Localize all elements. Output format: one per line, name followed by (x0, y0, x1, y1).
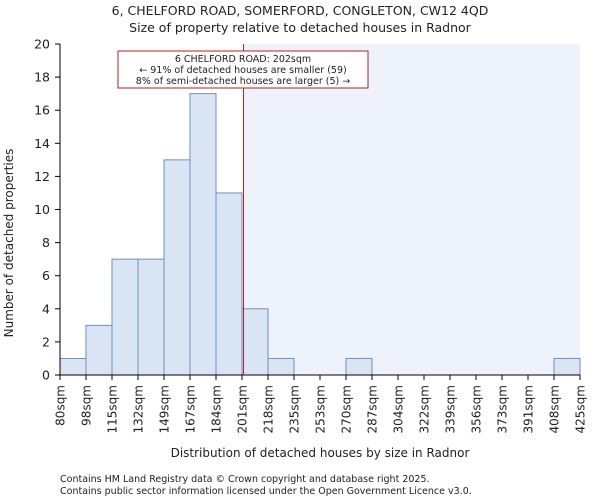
plot-area: 0 2 4 6 8 10 12 14 16 18 20 80sqm 98sqm 115sqm 132sqm 1… (34, 37, 587, 434)
histogram-bar (241, 308, 269, 376)
x-axis-label: Distribution of detached houses by size … (171, 446, 470, 460)
y-tick-label: 18 (34, 70, 50, 85)
x-tick-label: 339sqm (444, 385, 458, 433)
annotation-line-1: 6 CHELFORD ROAD: 202sqm (175, 54, 311, 65)
x-tick-label: 391sqm (522, 385, 536, 433)
x-tick-label: 235sqm (288, 385, 302, 433)
y-tick-label: 20 (34, 37, 50, 52)
x-tick-label: 356sqm (470, 385, 484, 433)
x-tick-label: 218sqm (262, 385, 276, 433)
x-tick-label: 304sqm (392, 385, 406, 433)
annotation-line-2: ← 91% of detached houses are smaller (59… (139, 65, 346, 76)
y-tick-label: 16 (34, 103, 50, 118)
chart-title: 6, CHELFORD ROAD, SOMERFORD, CONGLETON, … (112, 3, 489, 18)
y-tick-label: 14 (34, 136, 50, 151)
histogram-bar (189, 93, 217, 376)
x-tick-label: 80sqm (54, 385, 68, 426)
y-tick-label: 0 (42, 368, 50, 383)
x-tick-label: 115sqm (106, 385, 120, 433)
x-tick-label: 322sqm (418, 385, 432, 433)
x-tick-label: 408sqm (548, 385, 562, 433)
highlight-region (243, 44, 580, 375)
x-tick-label: 132sqm (132, 385, 146, 433)
y-tick-label: 6 (42, 268, 50, 283)
y-tick-label: 4 (42, 301, 50, 316)
histogram-bar (345, 357, 373, 376)
annotation-box (117, 50, 369, 89)
x-tick-label: 270sqm (340, 385, 354, 433)
histogram-bar (59, 357, 87, 376)
x-tick-label: 201sqm (236, 385, 250, 433)
x-tick-label: 167sqm (184, 385, 198, 433)
x-tick-label: 425sqm (574, 385, 588, 433)
histogram-bar (137, 258, 165, 376)
x-tick-label: 184sqm (210, 385, 224, 433)
y-tick-label: 12 (34, 169, 50, 184)
x-tick-label: 149sqm (158, 385, 172, 433)
histogram-bar (111, 258, 139, 376)
y-tick-label: 8 (42, 235, 50, 250)
chart-subtitle: Size of property relative to detached ho… (129, 20, 471, 35)
y-axis-label: Number of detached properties (2, 149, 16, 338)
y-tick-label: 10 (34, 202, 50, 217)
histogram-bar (553, 357, 581, 376)
histogram-bar (163, 159, 191, 376)
annotation-line-3: 8% of semi-detached houses are larger (5… (136, 76, 350, 87)
histogram-bar (215, 192, 243, 376)
footer-line-1: Contains HM Land Registry data © Crown c… (60, 474, 430, 485)
histogram-bar (267, 357, 295, 376)
x-tick-label: 253sqm (314, 385, 328, 433)
x-tick-label: 373sqm (496, 385, 510, 433)
x-tick-label: 98sqm (80, 385, 94, 426)
y-tick-label: 2 (42, 334, 50, 349)
x-tick-label: 287sqm (366, 385, 380, 433)
histogram-bar (85, 324, 113, 376)
footer-line-2: Contains public sector information licen… (60, 486, 472, 497)
